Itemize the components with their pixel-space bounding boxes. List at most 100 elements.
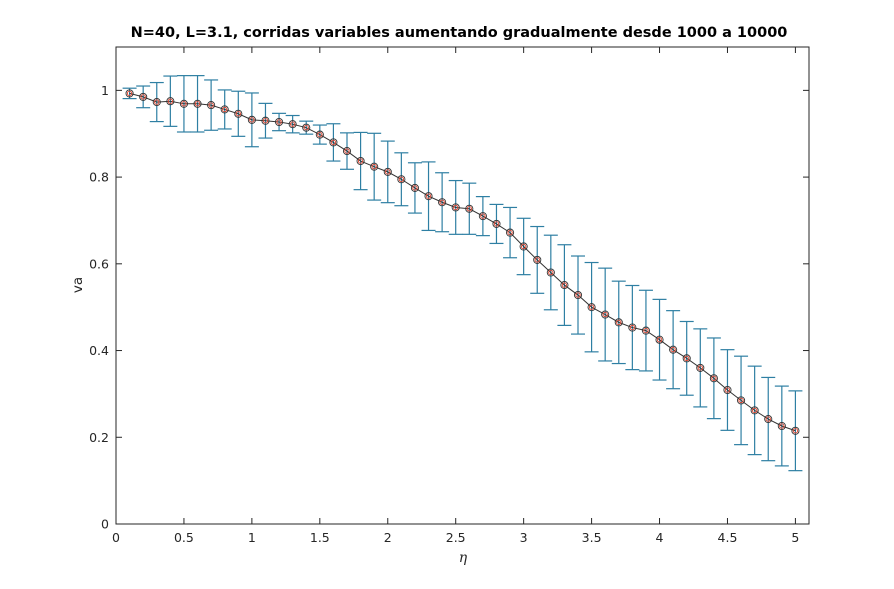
- data-point-inner: [480, 213, 486, 219]
- data-point-inner: [656, 337, 663, 343]
- y-tick-label: 0: [101, 517, 109, 532]
- x-tick-label: 4: [656, 530, 664, 545]
- data-point: [288, 120, 297, 129]
- data-point: [777, 421, 786, 431]
- data-point-inner: [194, 101, 201, 107]
- data-point-circle: [682, 354, 691, 363]
- data-point: [329, 138, 338, 147]
- x-tick-label: 1: [248, 530, 256, 545]
- data-point-inner: [330, 139, 337, 146]
- data-point-inner: [466, 206, 472, 212]
- data-point-inner: [548, 269, 554, 276]
- data-point-circle: [641, 326, 650, 335]
- data-point-inner: [697, 365, 703, 371]
- data-point-circle: [696, 363, 705, 372]
- data-point-circle: [573, 290, 583, 300]
- data-point-inner: [738, 397, 744, 404]
- marker-layer: [125, 89, 800, 435]
- data-point-circle: [179, 99, 188, 108]
- data-point-circle: [220, 105, 229, 114]
- data-point: [152, 98, 161, 107]
- data-point-circle: [410, 183, 419, 192]
- data-point-inner: [602, 311, 608, 318]
- data-point-inner: [453, 204, 459, 211]
- data-point-inner: [534, 257, 540, 263]
- data-point-circle: [764, 415, 773, 424]
- data-point-circle: [506, 228, 515, 237]
- data-point: [791, 426, 800, 435]
- data-point-inner: [670, 347, 676, 353]
- data-point-inner: [493, 221, 500, 227]
- data-point: [193, 99, 202, 108]
- data-point-circle: [723, 385, 732, 395]
- data-point-circle: [193, 99, 202, 108]
- data-point-circle: [478, 212, 487, 221]
- data-point: [709, 374, 718, 383]
- data-point: [247, 115, 256, 124]
- data-point-circle: [655, 335, 664, 344]
- data-point: [587, 303, 596, 312]
- x-tick-label: 2: [384, 530, 392, 545]
- x-tick-label: 3: [520, 530, 528, 545]
- data-point-circle: [737, 396, 746, 405]
- data-point: [438, 198, 447, 207]
- data-point: [370, 162, 379, 171]
- data-point: [410, 183, 419, 192]
- ticks-layer: 0 0.5 1 1.5 2 2.5 3 3.5 4 4.5 5 0 0.2 0.4 0.6 0.8 1: [89, 47, 809, 545]
- data-point-circle: [383, 167, 392, 176]
- x-axis-label: η: [459, 550, 468, 566]
- data-point-inner: [208, 102, 214, 108]
- data-point-inner: [412, 185, 418, 191]
- y-tick-label: 0.2: [89, 430, 109, 445]
- data-point-circle: [777, 421, 786, 431]
- data-point: [356, 156, 365, 166]
- data-point: [533, 255, 542, 264]
- data-point: [492, 219, 501, 228]
- data-point: [397, 175, 406, 184]
- data-point: [342, 147, 352, 156]
- data-point-inner: [126, 90, 133, 97]
- data-point-inner: [317, 131, 323, 138]
- data-point-circle: [465, 204, 474, 213]
- x-tick-label: 4.5: [718, 530, 738, 545]
- data-point-circle: [342, 147, 352, 156]
- x-tick-label: 3.5: [582, 530, 602, 545]
- data-point-circle: [614, 318, 623, 327]
- data-point-circle: [492, 219, 501, 228]
- data-point: [424, 192, 433, 201]
- data-point: [628, 323, 637, 332]
- data-point-inner: [629, 324, 636, 331]
- data-point: [682, 354, 691, 363]
- data-point-inner: [181, 101, 187, 107]
- data-point-inner: [711, 375, 717, 381]
- data-point-circle: [166, 97, 175, 106]
- data-point: [573, 290, 583, 300]
- data-point-circle: [125, 89, 134, 98]
- data-point-inner: [520, 243, 527, 250]
- data-point: [696, 363, 705, 372]
- data-point-inner: [616, 319, 622, 326]
- data-point-inner: [344, 148, 350, 154]
- data-point-inner: [262, 118, 269, 124]
- data-point-circle: [533, 255, 542, 264]
- x-tick-label: 2.5: [446, 530, 466, 545]
- data-point-circle: [247, 115, 256, 124]
- data-point-circle: [519, 242, 528, 251]
- data-point-inner: [751, 407, 758, 414]
- data-point-inner: [684, 355, 690, 362]
- data-point-inner: [140, 94, 146, 100]
- data-point: [614, 318, 623, 327]
- data-point: [383, 167, 392, 176]
- data-point-circle: [546, 268, 555, 277]
- data-point-inner: [792, 428, 799, 434]
- data-point: [750, 406, 759, 415]
- data-point: [139, 92, 148, 101]
- data-point-inner: [439, 199, 445, 205]
- data-point-circle: [275, 117, 284, 127]
- y-tick-label: 0.4: [89, 343, 109, 358]
- y-tick-label: 0.8: [89, 170, 109, 185]
- data-point-inner: [276, 119, 282, 125]
- data-point-inner: [154, 99, 160, 105]
- data-point-circle: [587, 303, 596, 312]
- data-point: [261, 116, 270, 125]
